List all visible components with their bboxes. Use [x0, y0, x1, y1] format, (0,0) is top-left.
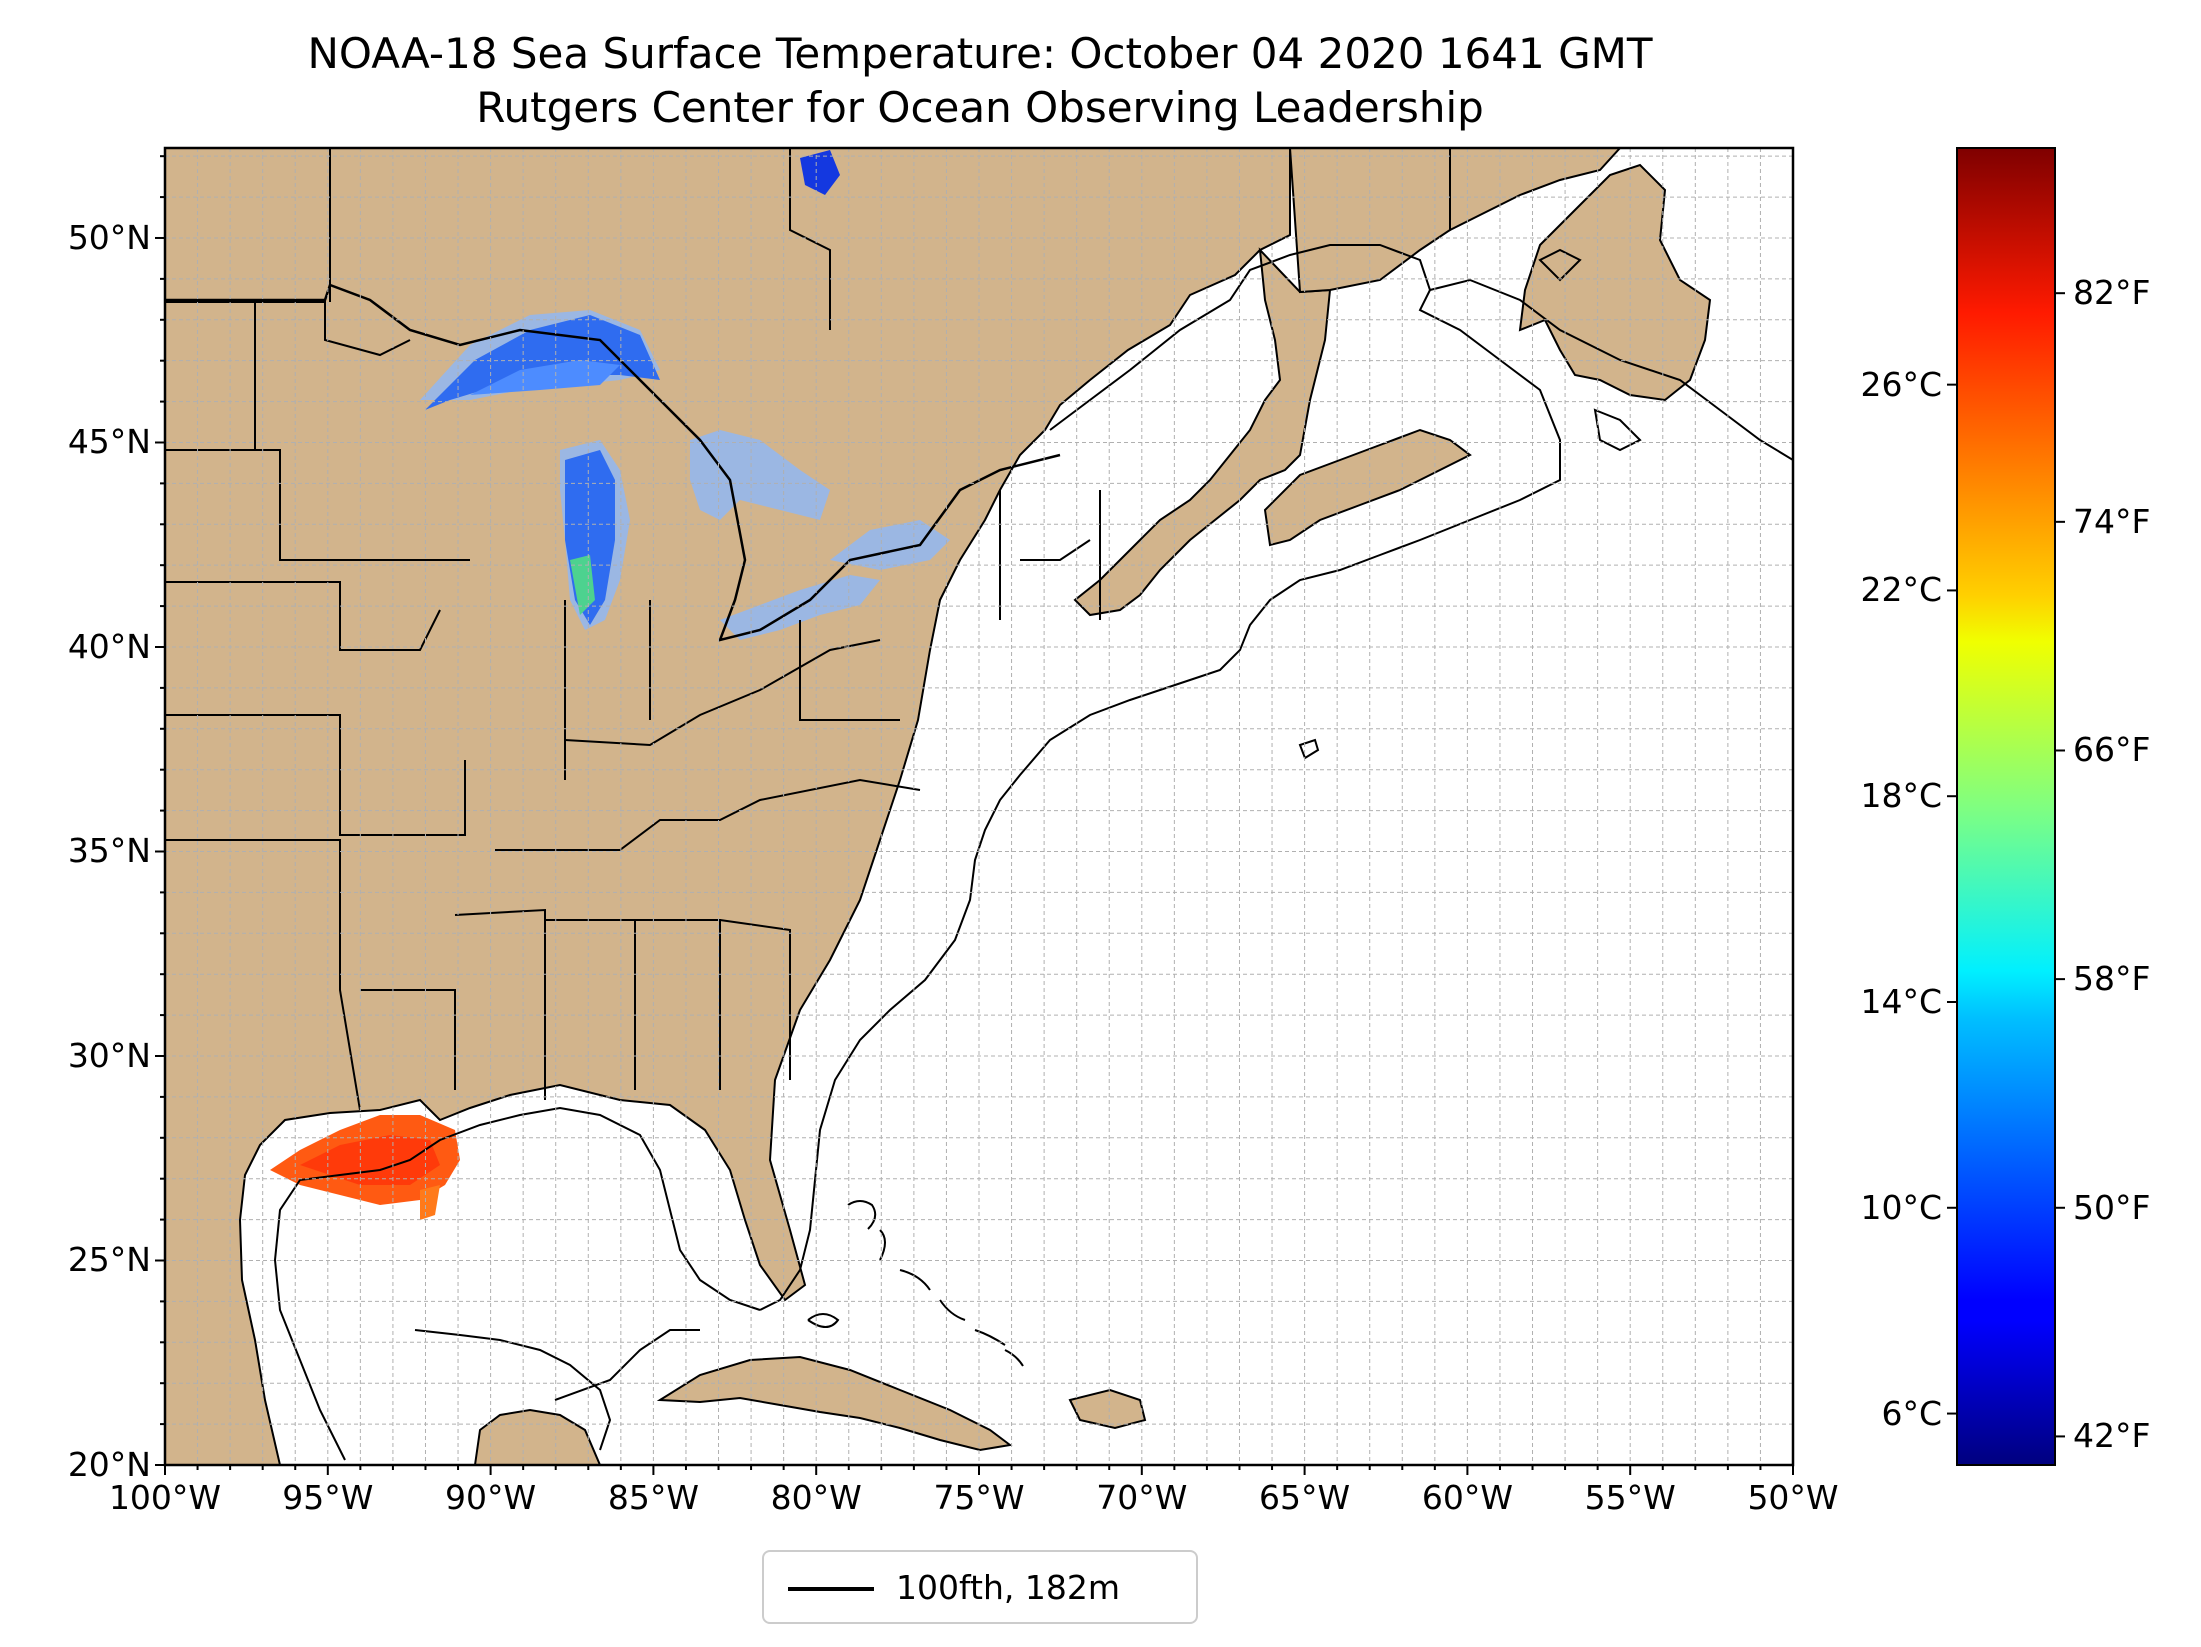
- celsius-tick-label: 26°C: [1860, 364, 1942, 404]
- map-tick-marks: [155, 155, 1794, 1475]
- map-gridlines: [165, 148, 1793, 1465]
- lat-tick-label: 40°N: [67, 626, 151, 666]
- lat-tick-label: 30°N: [67, 1035, 151, 1075]
- lon-tick-label: 95°W: [282, 1478, 374, 1517]
- map-legend: 100fth, 182m: [762, 1550, 1198, 1624]
- celsius-tick-label: 14°C: [1860, 981, 1942, 1021]
- us-canada-border: [165, 283, 1061, 642]
- fahrenheit-tick-label: 50°F: [2073, 1187, 2151, 1227]
- celsius-tick-label: 6°C: [1881, 1393, 1942, 1433]
- celsius-tick-label: 18°C: [1860, 776, 1942, 816]
- nova-scotia-land: [1263, 428, 1472, 547]
- fahrenheit-tick-label: 58°F: [2073, 959, 2151, 999]
- legend-line-swatch: [788, 1587, 874, 1591]
- fahrenheit-tick-label: 42°F: [2073, 1416, 2151, 1456]
- map-subtitle: Rutgers Center for Ocean Observing Leade…: [476, 83, 1484, 132]
- labrador-land: [1449, 148, 1622, 232]
- celsius-tick-label: 22°C: [1860, 570, 1942, 610]
- state-borders: [165, 148, 1101, 1111]
- maritimes-land: [1073, 247, 1332, 617]
- lat-tick-label: 25°N: [67, 1240, 151, 1280]
- hispaniola-land: [1068, 1388, 1147, 1430]
- map-title: NOAA-18 Sea Surface Temperature: October…: [307, 29, 1653, 78]
- fahrenheit-tick-label: 74°F: [2073, 501, 2151, 541]
- north-america-land: [165, 148, 1291, 1465]
- yucatan-land: [473, 1408, 602, 1465]
- lat-tick-label: 50°N: [67, 217, 151, 257]
- cuba-land: [656, 1355, 1013, 1452]
- lon-tick-label: 75°W: [933, 1478, 1025, 1517]
- bahamas-islands: [807, 1200, 1024, 1367]
- lon-tick-label: 50°W: [1747, 1478, 1839, 1517]
- colorbar-gradient: [1956, 147, 2056, 1466]
- lon-tick-label: 60°W: [1421, 1478, 1513, 1517]
- lat-tick-label: 45°N: [67, 422, 151, 462]
- lon-tick-label: 55°W: [1584, 1478, 1676, 1517]
- celsius-tick-label: 10°C: [1860, 1187, 1942, 1227]
- lon-tick-label: 65°W: [1259, 1478, 1351, 1517]
- fahrenheit-tick-label: 82°F: [2073, 273, 2151, 313]
- lon-tick-label: 100°W: [108, 1478, 222, 1517]
- lat-tick-label: 35°N: [67, 831, 151, 871]
- legend-label: 100fth, 182m: [896, 1568, 1120, 1607]
- lat-tick-label: 20°N: [67, 1445, 151, 1484]
- isobath-100fth: [273, 244, 1793, 1461]
- lon-tick-label: 70°W: [1096, 1478, 1188, 1517]
- lon-tick-label: 90°W: [445, 1478, 537, 1517]
- colorbar-tick-marks: [1947, 292, 2065, 1438]
- lon-tick-label: 80°W: [770, 1478, 862, 1517]
- lon-tick-label: 85°W: [607, 1478, 699, 1517]
- fahrenheit-tick-label: 66°F: [2073, 730, 2151, 770]
- sst-lake-pixels: [425, 150, 840, 625]
